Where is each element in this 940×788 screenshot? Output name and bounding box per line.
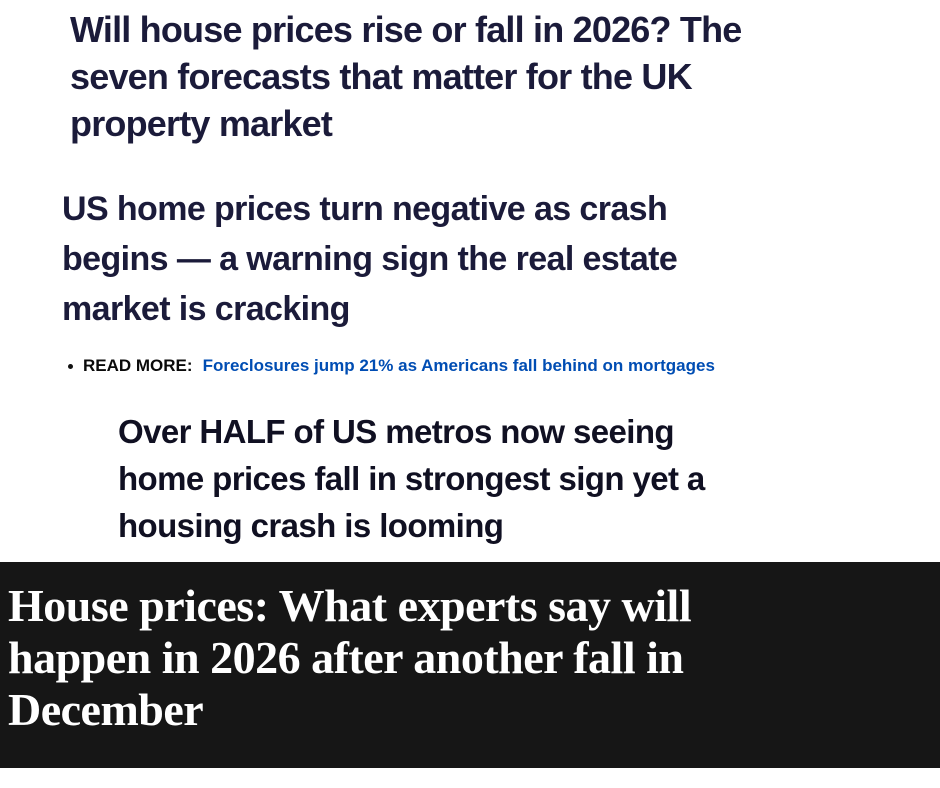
headline-us-prices-crash: US home prices turn negative as crash be… [62, 184, 872, 334]
headline-line: Over HALF of US metros now seeing [118, 413, 675, 450]
headline-line: market is cracking [62, 290, 350, 328]
bullet-icon [68, 363, 73, 369]
headline-line: seven forecasts that matter for the UK [70, 56, 693, 97]
read-more-label: READ MORE: [83, 356, 193, 375]
banner-line: House prices: What experts say will [8, 580, 692, 631]
headline-line: home prices fall in strongest sign yet a [118, 460, 705, 497]
headline-line: US home prices turn negative as crash [62, 190, 668, 228]
banner-line: happen in 2026 after another fall in [8, 632, 684, 683]
headline-line: begins — a warning sign the real estate [62, 240, 678, 278]
banner-headline-experts-2026: House prices: What experts say will happ… [0, 562, 940, 768]
headline-us-metros-falling: Over HALF of US metros now seeing home p… [118, 408, 868, 549]
read-more-link[interactable]: Foreclosures jump 21% as Americans fall … [202, 356, 715, 375]
headline-line: Will house prices rise or fall in 2026? … [70, 9, 742, 50]
bottom-white-strip [0, 768, 940, 788]
headline-line: housing crash is looming [118, 507, 504, 544]
headline-line: property market [70, 103, 333, 144]
read-more-row: READ MORE: Foreclosures jump 21% as Amer… [68, 356, 715, 376]
headline-uk-property-forecasts: Will house prices rise or fall in 2026? … [70, 6, 900, 147]
banner-line: December [8, 684, 204, 735]
